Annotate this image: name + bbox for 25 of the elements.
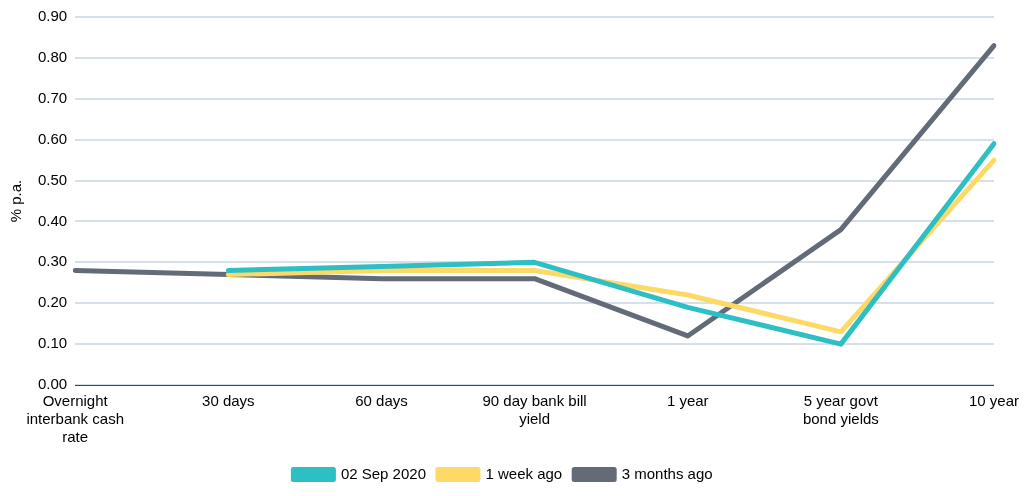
category-label: interbank cash bbox=[26, 410, 124, 428]
y-tick-label: 0.40 bbox=[37, 211, 68, 229]
category-label: 90 day bank bill bbox=[482, 392, 587, 410]
legend-label: 1 week ago bbox=[485, 464, 563, 482]
y-tick-label: 0.50 bbox=[37, 170, 68, 188]
category-label: Overnight bbox=[42, 392, 108, 410]
y-axis-title: % p.a. bbox=[7, 179, 25, 223]
x-tick-label: 30 days bbox=[202, 392, 255, 410]
legend-label: 02 Sep 2020 bbox=[340, 464, 426, 482]
y-tick-label: 0.60 bbox=[37, 129, 68, 147]
y-tick-label: 0.10 bbox=[37, 334, 68, 352]
legend-label: 3 months ago bbox=[621, 464, 713, 482]
y-tick-label: 0.00 bbox=[37, 375, 68, 393]
category-label: 5 year govt bbox=[803, 392, 878, 410]
category-label: rate bbox=[62, 428, 89, 446]
x-tick-label: 1 year bbox=[666, 392, 709, 410]
y-tick-label: 0.70 bbox=[37, 88, 68, 106]
y-tick-label: 0.20 bbox=[37, 293, 68, 311]
y-tick-label: 0.80 bbox=[37, 48, 68, 66]
y-tick-label: 0.30 bbox=[37, 252, 68, 270]
y-tick-label: 0.90 bbox=[37, 7, 68, 25]
category-label: bond yields bbox=[802, 410, 879, 428]
category-label: yield bbox=[519, 410, 551, 428]
x-tick-label: 60 days bbox=[355, 392, 408, 410]
x-tick-label: 10 year bbox=[968, 392, 1020, 410]
